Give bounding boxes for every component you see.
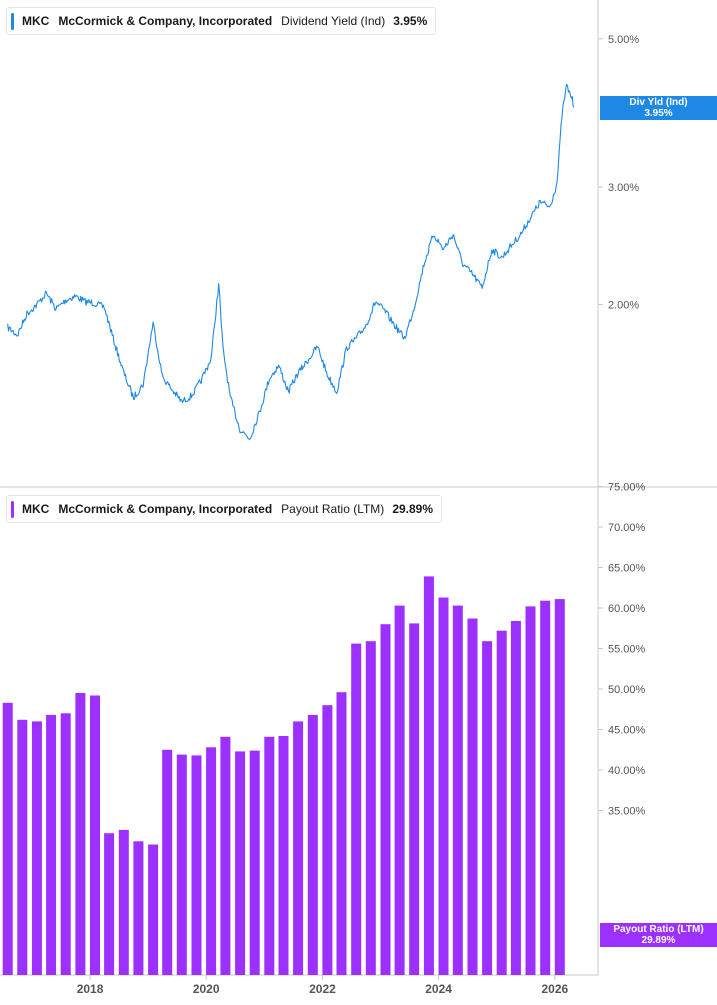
yield-badge-value: 3.95% [644,108,673,119]
top-legend-metric: Dividend Yield (Ind) [281,14,386,28]
bottom-legend-ticker: MKC [22,502,50,516]
payout-bar [525,606,536,975]
payout-bar [264,736,275,975]
payout-bar [482,641,493,975]
payout-bar [307,714,318,975]
payout-bar [510,621,521,975]
payout-bar [336,692,347,975]
yield-tick-label: 2.00% [608,300,639,312]
top-legend: MKC McCormick & Company, Incorporated Di… [6,7,437,35]
payout-bar [46,714,57,975]
payout-last-value-badge: Payout Ratio (LTM) 29.89% [600,923,717,947]
payout-bar [2,702,13,975]
payout-bar [206,747,217,975]
payout-bar [235,751,246,975]
payout-tick-label: 75.00% [608,482,646,494]
payout-bar [220,736,231,975]
payout-bar [293,721,304,975]
payout-bar [191,755,202,975]
payout-tick-label: 55.00% [608,644,646,656]
x-tick-label: 2024 [425,982,452,996]
bottom-legend-swatch [11,500,14,518]
yield-tick-label: 5.00% [608,34,639,46]
payout-bar [90,695,100,975]
payout-tick-label: 35.00% [608,806,646,818]
yield-series-line [7,83,575,441]
top-legend-swatch [11,12,14,30]
x-tick-label: 2020 [193,982,220,996]
yield-tick-label: 3.00% [608,182,639,194]
payout-bar [467,618,478,975]
yield-last-value-badge: Div Yld (Ind) 3.95% [600,96,717,120]
payout-tick-label: 45.00% [608,725,646,737]
payout-tick-label: 50.00% [608,684,646,696]
payout-bar [380,624,391,975]
payout-badge-label: Payout Ratio (LTM) [613,924,704,935]
payout-bar [17,719,28,975]
payout-bar [60,713,71,975]
payout-bar [133,841,144,975]
payout-bar [438,597,449,975]
payout-tick-label: 65.00% [608,563,646,575]
bottom-legend-value: 29.89% [392,502,434,516]
bottom-legend-metric: Payout Ratio (LTM) [281,502,385,516]
yield-badge-label: Div Yld (Ind) [629,97,688,108]
payout-badge-value: 29.89% [641,935,676,946]
payout-bar [409,623,420,975]
payout-bar [365,641,376,975]
payout-bar [75,693,86,975]
top-legend-value: 3.95% [393,14,428,28]
payout-bar [118,829,129,975]
payout-bar [162,749,173,976]
payout-bar [148,844,159,975]
payout-bar [554,599,565,975]
payout-bar [496,630,507,975]
payout-bar [322,705,333,975]
x-tick-label: 2022 [309,982,336,996]
payout-bar [423,576,434,975]
x-tick-label: 2018 [77,982,104,996]
payout-bar [176,754,187,975]
payout-bar [394,605,405,975]
payout-tick-label: 40.00% [608,765,646,777]
payout-tick-label: 70.00% [608,522,646,534]
payout-bar [249,750,260,975]
bottom-legend: MKC McCormick & Company, Incorporated Pa… [6,495,443,523]
payout-bar [104,833,115,975]
payout-bar [278,736,289,975]
top-legend-company: McCormick & Company, Incorporated [58,14,273,28]
payout-tick-label: 60.00% [608,603,646,615]
payout-bar [31,721,42,975]
payout-bar [540,600,551,975]
payout-bar [351,643,362,975]
x-tick-label: 2026 [542,982,569,996]
payout-bar [452,605,463,975]
bottom-legend-company: McCormick & Company, Incorporated [58,502,273,516]
top-legend-ticker: MKC [22,14,50,28]
